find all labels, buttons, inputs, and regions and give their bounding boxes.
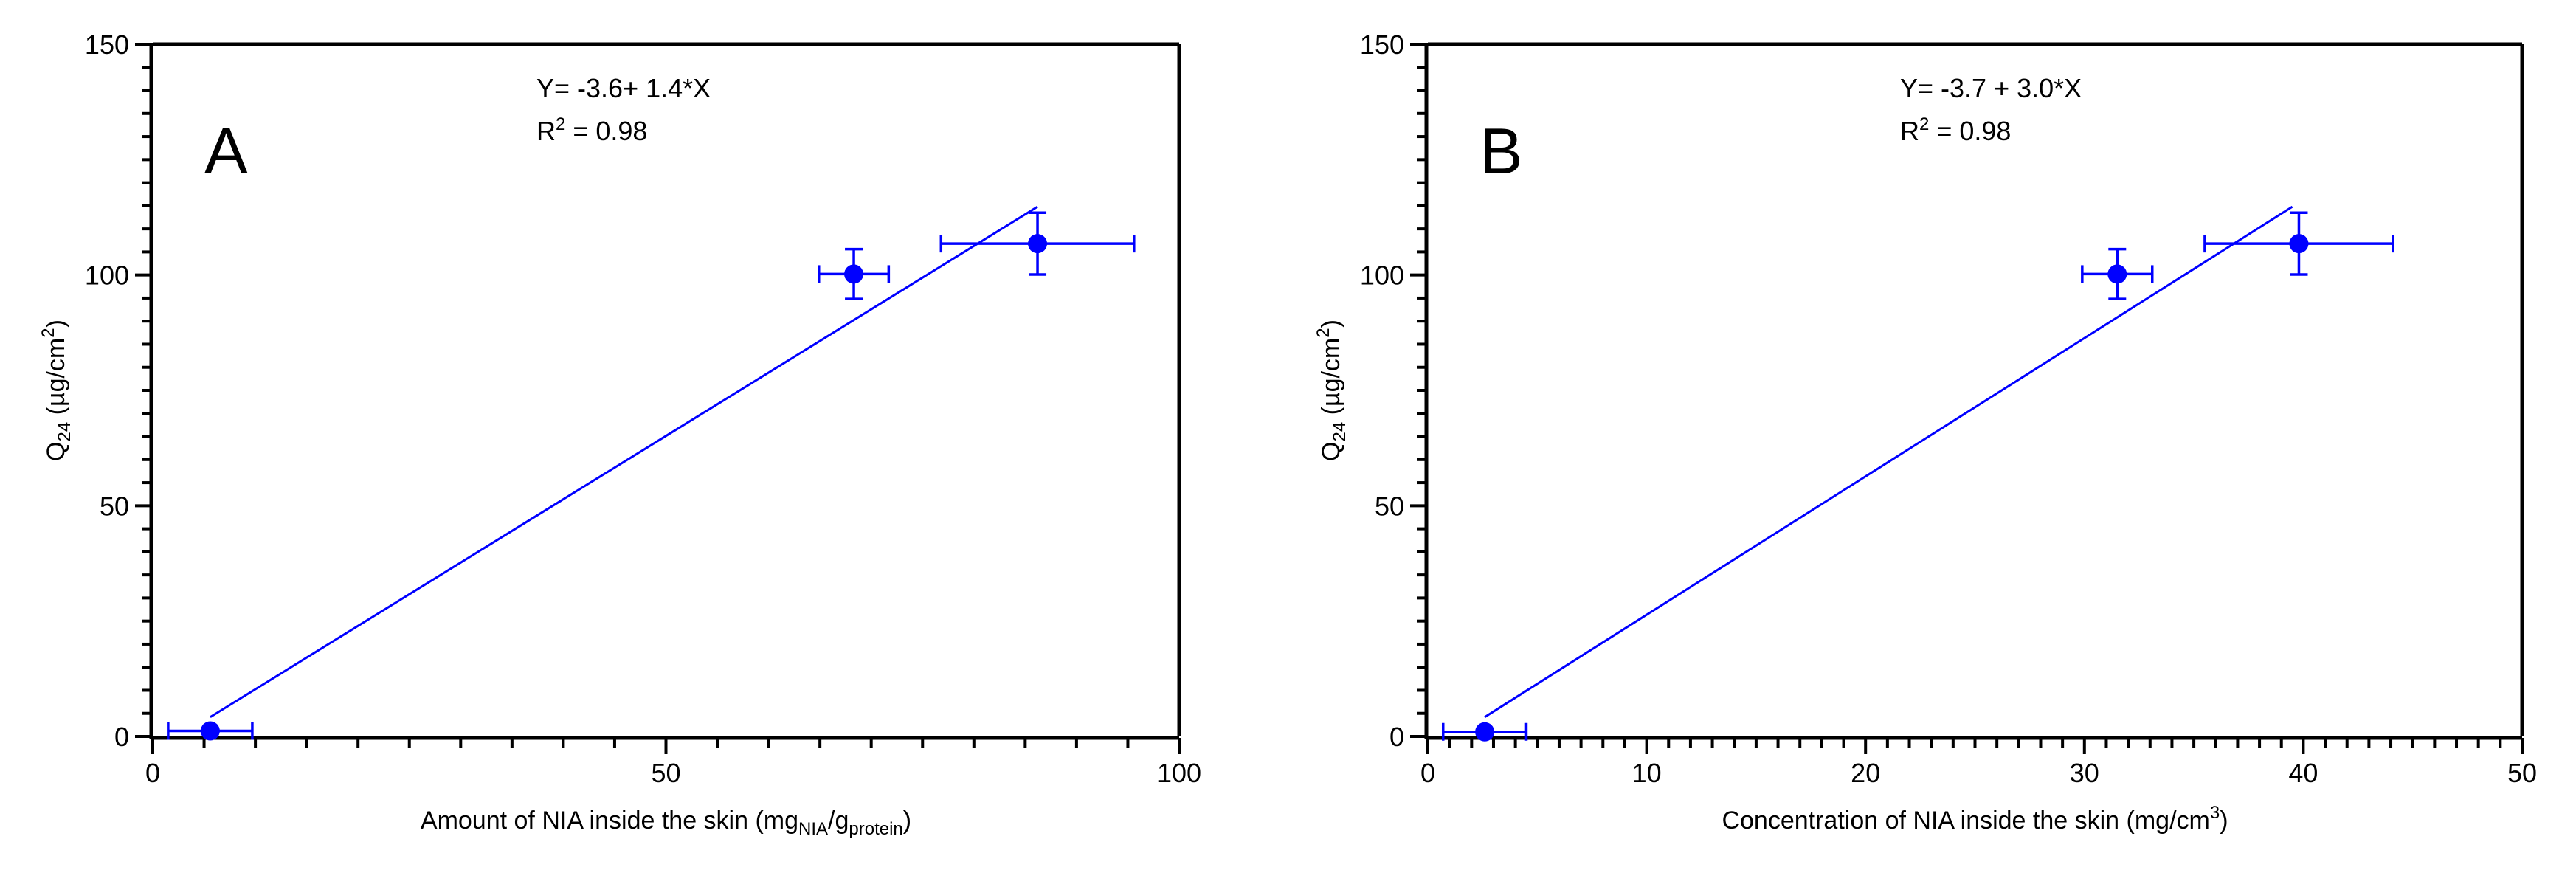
regression-line [1484,205,2293,719]
x-axis-label-close: ) [903,807,911,835]
y-tick-label: 50 [1375,491,1404,521]
r-squared-symbol: R [536,116,556,146]
data-point [2289,234,2309,254]
x-tick-label: 0 [145,758,160,788]
x-axis-label: Concentration of NIA inside the skin (mg… [1722,803,2228,835]
y-tick-label: 100 [1360,260,1404,291]
x-axis-label-main: Concentration of NIA inside the skin (mg… [1722,807,2209,835]
x-axis-label-slash: /g [828,807,849,835]
data-point [1475,722,1495,742]
y-axis-label-subscript: 24 [1330,422,1350,442]
chart-panel-b: 0 10 20 30 40 50 0 50 100 150 Q24 (µg/cm2) Concentr… [1288,0,2576,870]
y-axis-label-superscript: 2 [38,328,58,337]
y-tick-label: 150 [1360,30,1404,60]
r-squared-symbol: R [1900,116,1919,146]
r-squared-annotation: R2 = 0.98 [536,114,647,146]
fit-equation-annotation: Y= -3.6+ 1.4*X [536,73,711,103]
y-axis-label-main: Q [42,441,70,460]
data-point [844,264,864,284]
x-tick-label: 50 [651,758,680,788]
fit-equation-annotation: Y= -3.7 + 3.0*X [1900,73,2082,103]
y-tick-label: 0 [1389,722,1404,752]
x-axis-label-subscript: NIA [798,819,828,839]
y-axis-label-unit: (µg/cm [1317,338,1345,422]
x-axis-label-close: ) [2220,807,2228,835]
data-point [200,721,220,741]
x-tick-label: 30 [2070,758,2099,788]
x-tick-label: 20 [1851,758,1880,788]
r-squared-value: = 0.98 [1929,116,2011,146]
x-tick-label: 50 [2507,758,2537,788]
data-point [2107,264,2127,284]
r-squared-superscript: 2 [1919,114,1929,134]
x-tick-label: 10 [1632,758,1662,788]
panel-label: A [204,114,248,187]
y-tick-label: 0 [114,722,129,752]
y-tick-label: 100 [85,260,129,291]
x-axis-label: Amount of NIA inside the skin (mgNIA/gpr… [421,807,911,839]
y-tick-label: 50 [100,491,129,521]
y-axis-label: Q24 (µg/cm2) [1313,320,1350,461]
x-tick-label: 0 [1420,758,1435,788]
y-axis-label-close: ) [42,320,70,328]
regression-line [210,205,1038,719]
x-tick-label: 40 [2288,758,2318,788]
y-tick-label: 150 [85,30,129,60]
r-squared-annotation: R2 = 0.98 [1900,114,2011,146]
x-axis-label-main: Amount of NIA inside the skin (mg [421,807,798,835]
x-axis-label-superscript: 3 [2210,803,2220,823]
x-tick-label: 100 [1157,758,1201,788]
y-axis-label-main: Q [1317,441,1345,460]
y-axis-label: Q24 (µg/cm2) [38,320,75,461]
r-squared-superscript: 2 [556,114,565,134]
y-axis-label-unit: (µg/cm [42,338,70,422]
chart-panel-a: 0 50 100 0 50 100 150 Q24 (µg/cm2) Amount of NIA… [38,30,1201,839]
data-point [1028,234,1048,254]
y-axis-label-superscript: 2 [1313,328,1333,337]
y-axis-label-close: ) [1317,320,1345,328]
x-axis-label-subscript: protein [849,819,902,839]
y-axis-label-subscript: 24 [55,422,75,442]
r-squared-value: = 0.98 [565,116,647,146]
panel-label: B [1479,114,1523,187]
